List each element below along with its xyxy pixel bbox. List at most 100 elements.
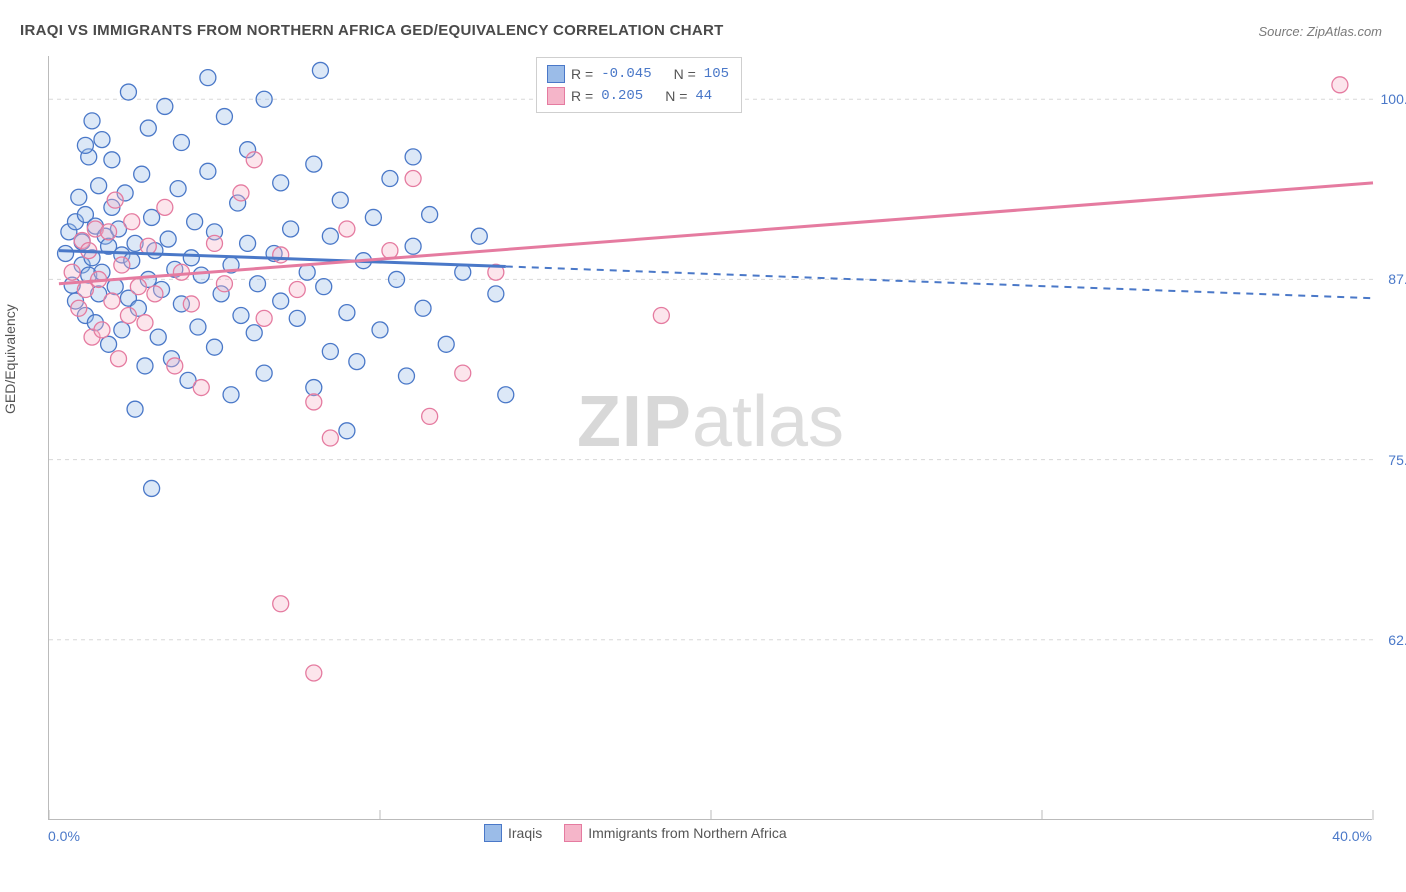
data-point-iraqis [157, 98, 173, 114]
data-point-iraqis [382, 171, 398, 187]
data-point-northern_africa [64, 264, 80, 280]
data-point-northern_africa [114, 257, 130, 273]
chart-svg [49, 56, 1373, 820]
data-point-northern_africa [137, 315, 153, 331]
data-point-iraqis [372, 322, 388, 338]
data-point-iraqis [349, 354, 365, 370]
data-point-iraqis [256, 365, 272, 381]
data-point-northern_africa [1332, 77, 1348, 93]
data-point-northern_africa [193, 380, 209, 396]
data-point-iraqis [389, 271, 405, 287]
data-point-iraqis [289, 310, 305, 326]
data-point-iraqis [77, 137, 93, 153]
data-point-iraqis [273, 293, 289, 309]
data-point-northern_africa [233, 185, 249, 201]
legend-series: IraqisImmigrants from Northern Africa [484, 824, 787, 842]
data-point-northern_africa [101, 224, 117, 240]
data-point-iraqis [144, 209, 160, 225]
data-point-northern_africa [147, 286, 163, 302]
chart-title: IRAQI VS IMMIGRANTS FROM NORTHERN AFRICA… [20, 22, 724, 39]
data-point-iraqis [312, 62, 328, 78]
data-point-northern_africa [339, 221, 355, 237]
data-point-iraqis [306, 156, 322, 172]
legend-swatch [564, 824, 582, 842]
data-point-iraqis [127, 401, 143, 417]
data-point-northern_africa [104, 293, 120, 309]
data-point-northern_africa [157, 199, 173, 215]
data-point-northern_africa [216, 276, 232, 292]
data-point-iraqis [104, 152, 120, 168]
data-point-iraqis [140, 120, 156, 136]
data-point-northern_africa [246, 152, 262, 168]
trend-line-northern_africa [59, 183, 1373, 284]
data-point-northern_africa [124, 214, 140, 230]
data-point-northern_africa [256, 310, 272, 326]
data-point-iraqis [200, 70, 216, 86]
legend-n-value: 44 [693, 88, 714, 104]
data-point-northern_africa [382, 243, 398, 259]
trend-line-dash-iraqis [506, 266, 1373, 298]
data-point-iraqis [422, 207, 438, 223]
data-point-iraqis [322, 344, 338, 360]
chart-plot-area: ZIPatlas [48, 56, 1372, 820]
data-point-northern_africa [71, 300, 87, 316]
y-tick-label: 75.0% [1388, 452, 1406, 468]
data-point-iraqis [114, 322, 130, 338]
data-point-iraqis [246, 325, 262, 341]
data-point-northern_africa [653, 307, 669, 323]
data-point-northern_africa [273, 247, 289, 263]
data-point-northern_africa [306, 394, 322, 410]
data-point-iraqis [144, 480, 160, 496]
data-point-iraqis [120, 84, 136, 100]
data-point-iraqis [170, 181, 186, 197]
legend-n-value: 105 [702, 66, 731, 82]
data-point-iraqis [94, 132, 110, 148]
x-tick-label: 0.0% [48, 828, 80, 844]
data-point-iraqis [160, 231, 176, 247]
data-point-northern_africa [273, 596, 289, 612]
data-point-iraqis [365, 209, 381, 225]
legend-stats-row: R = 0.205N = 44 [547, 85, 731, 107]
data-point-northern_africa [173, 264, 189, 280]
data-point-iraqis [134, 166, 150, 182]
data-point-northern_africa [207, 235, 223, 251]
data-point-northern_africa [405, 171, 421, 187]
data-point-iraqis [200, 163, 216, 179]
data-point-northern_africa [94, 322, 110, 338]
legend-n-label: N = [674, 66, 696, 82]
legend-r-label: R = [571, 66, 593, 82]
source-credit: Source: ZipAtlas.com [1258, 24, 1382, 39]
data-point-northern_africa [289, 282, 305, 298]
data-point-iraqis [101, 336, 117, 352]
data-point-northern_africa [107, 192, 123, 208]
data-point-iraqis [438, 336, 454, 352]
legend-n-label: N = [665, 88, 687, 104]
x-tick-label: 40.0% [1332, 828, 1372, 844]
data-point-iraqis [150, 329, 166, 345]
data-point-iraqis [58, 245, 74, 261]
data-point-iraqis [187, 214, 203, 230]
data-point-iraqis [339, 423, 355, 439]
data-point-iraqis [256, 91, 272, 107]
data-point-iraqis [398, 368, 414, 384]
legend-stats: R = -0.045N = 105R = 0.205N = 44 [536, 57, 742, 113]
data-point-iraqis [339, 305, 355, 321]
data-point-iraqis [91, 178, 107, 194]
legend-series-item: Iraqis [484, 824, 542, 842]
data-point-northern_africa [306, 665, 322, 681]
data-point-iraqis [332, 192, 348, 208]
data-point-iraqis [223, 387, 239, 403]
data-point-northern_africa [111, 351, 127, 367]
data-point-northern_africa [455, 365, 471, 381]
data-point-northern_africa [322, 430, 338, 446]
data-point-northern_africa [422, 408, 438, 424]
data-point-northern_africa [120, 307, 136, 323]
y-tick-label: 100.0% [1381, 91, 1406, 107]
data-point-iraqis [322, 228, 338, 244]
legend-r-value: -0.045 [599, 66, 653, 82]
legend-r-value: 0.205 [599, 88, 645, 104]
data-point-iraqis [283, 221, 299, 237]
data-point-iraqis [273, 175, 289, 191]
data-point-northern_africa [140, 238, 156, 254]
data-point-iraqis [250, 276, 266, 292]
